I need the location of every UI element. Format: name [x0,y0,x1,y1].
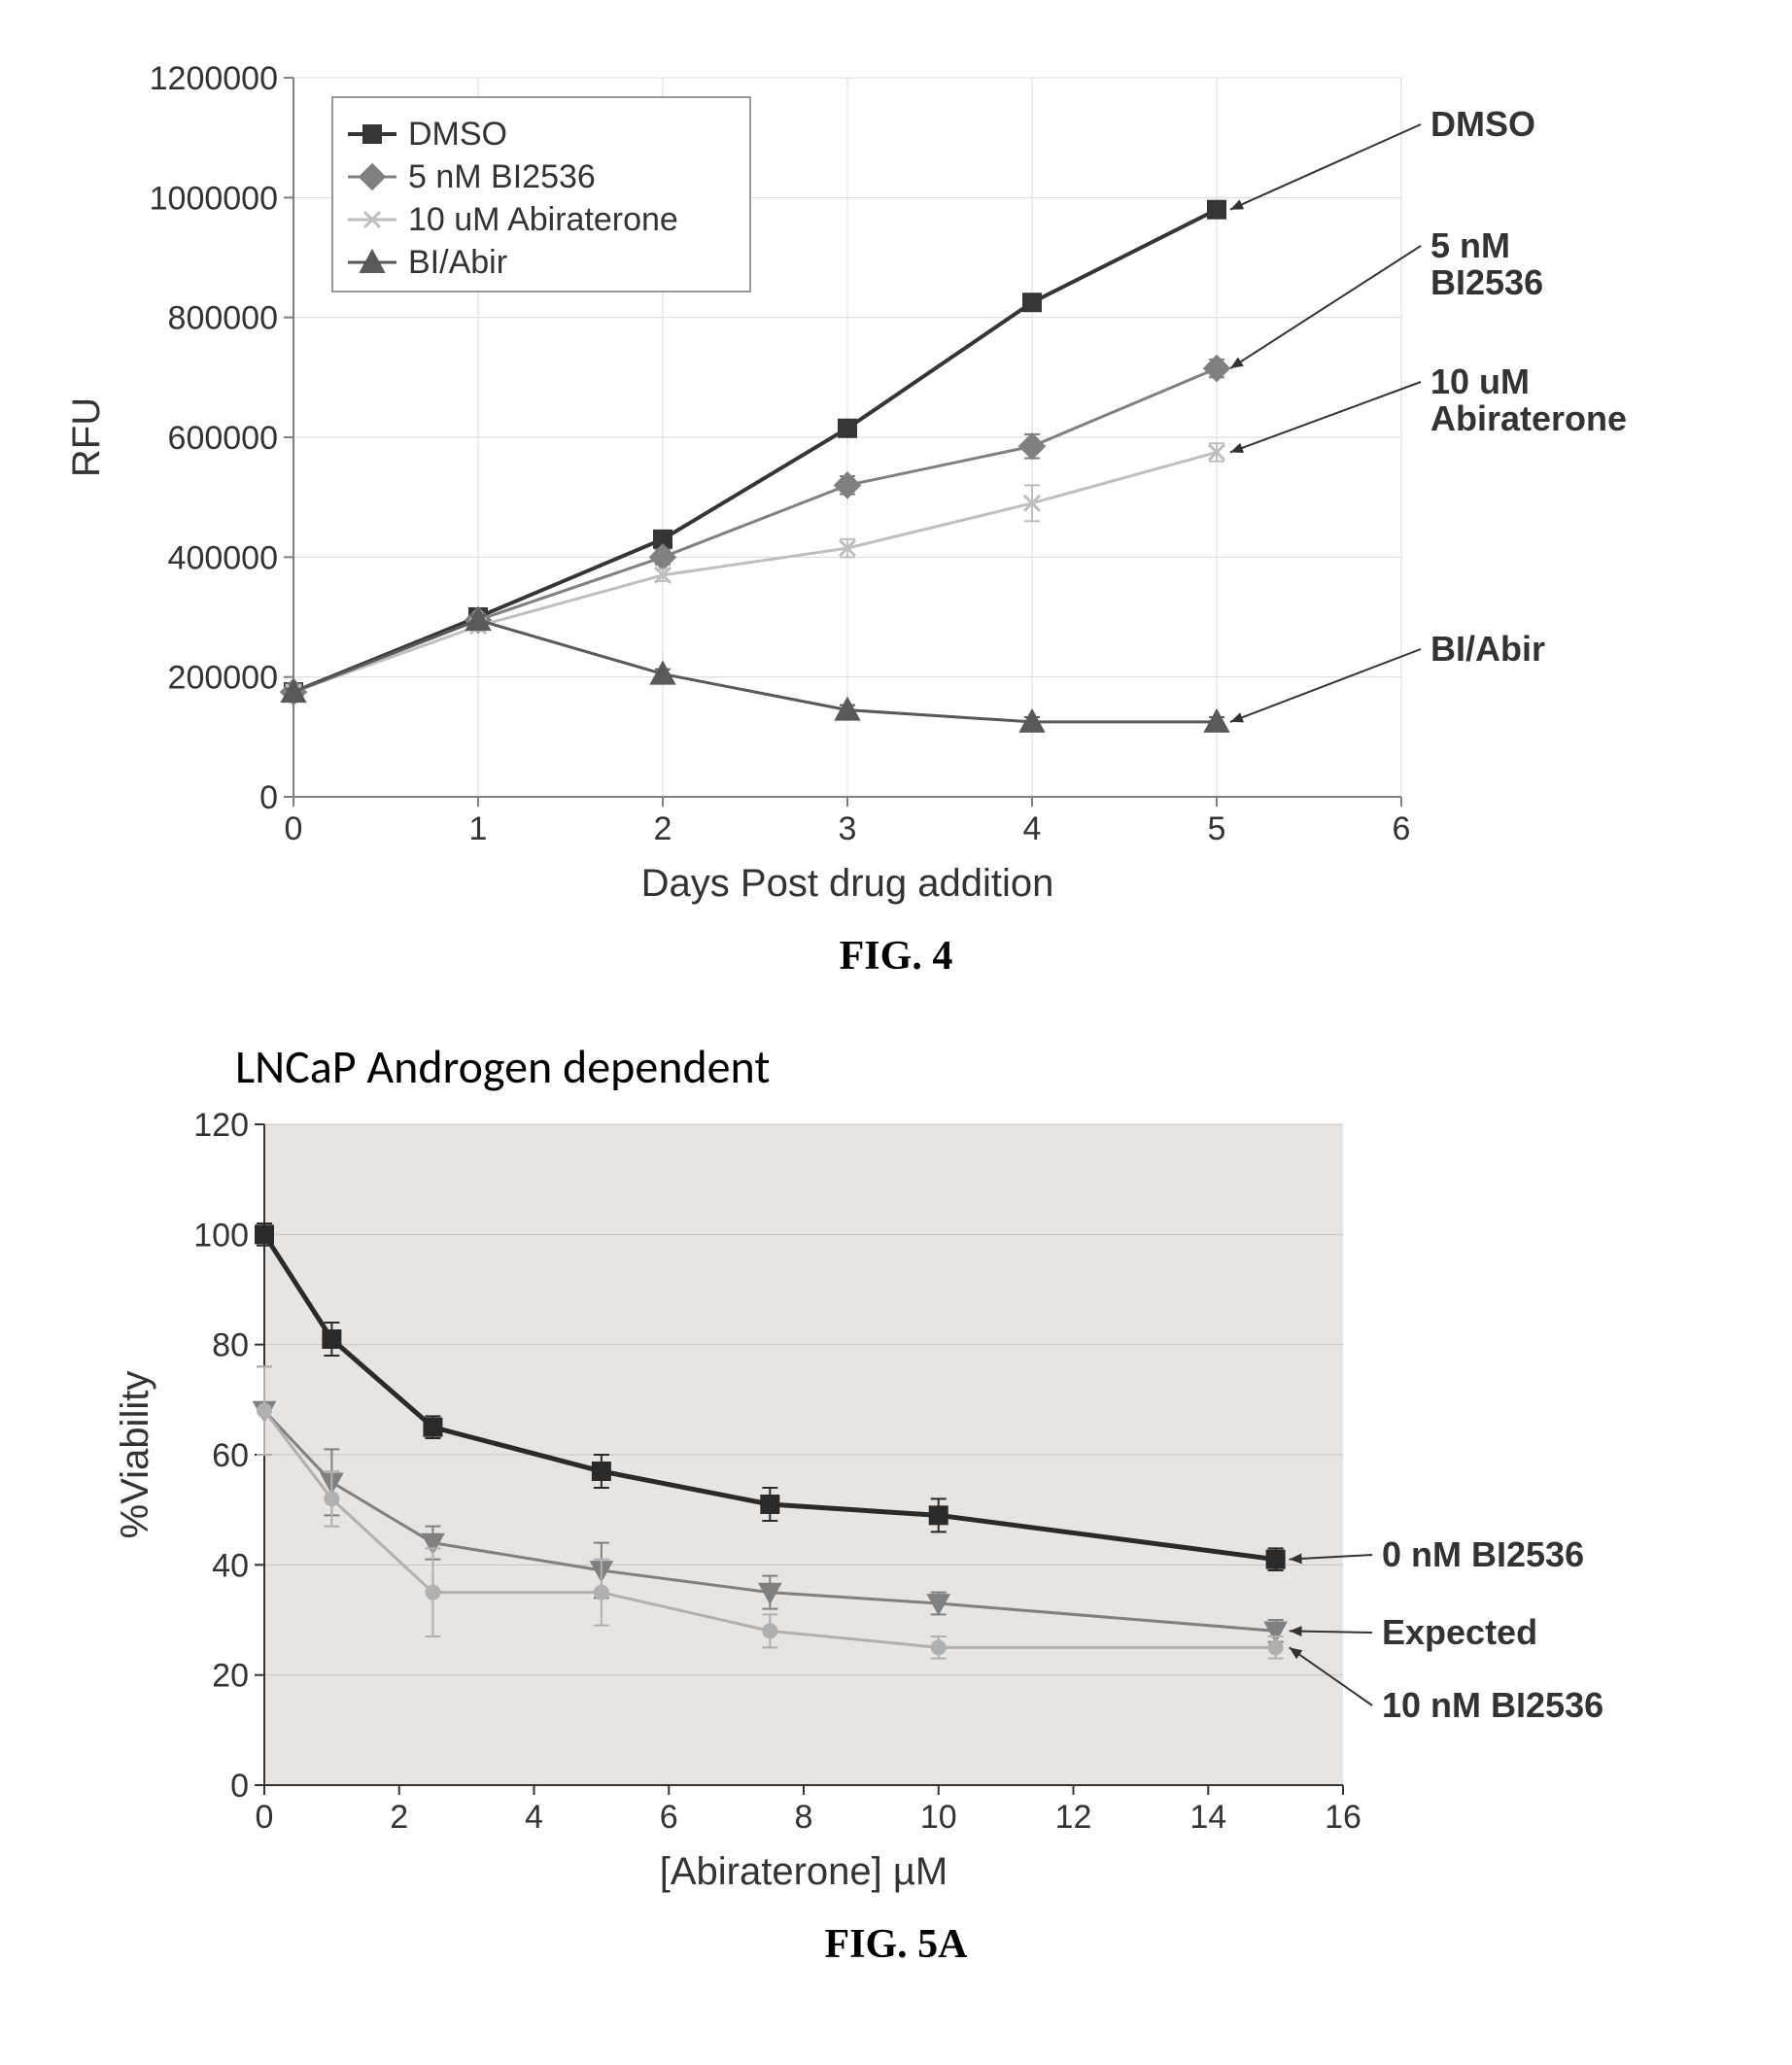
svg-text:5 nM BI2536: 5 nM BI2536 [408,158,596,195]
svg-text:BI/Abir: BI/Abir [1430,629,1545,669]
svg-text:[Abiraterone] µM: [Abiraterone] µM [660,1850,948,1893]
fig4-panel: 0 1 2 3 4 5 6 0 200000 400000 600000 800000 1000000 1… [41,39,1751,980]
svg-text:10 uM: 10 uM [1430,361,1530,401]
svg-text:400000: 400000 [168,539,278,576]
svg-text:2: 2 [654,810,672,847]
svg-text:0: 0 [230,1768,249,1805]
svg-text:40: 40 [212,1547,249,1584]
fig5a-title: LNCaP Androgen dependent [41,1038,1751,1095]
svg-text:6: 6 [660,1799,678,1836]
svg-text:%Viability: %Viability [114,1371,156,1539]
svg-text:Expected: Expected [1382,1612,1537,1652]
svg-text:BI2536: BI2536 [1430,262,1543,302]
svg-text:12: 12 [1055,1799,1092,1836]
svg-text:Abiraterone: Abiraterone [1430,398,1627,438]
svg-text:600000: 600000 [168,420,278,457]
svg-text:10 nM BI2536: 10 nM BI2536 [1382,1685,1603,1725]
svg-text:BI/Abir: BI/Abir [408,244,507,281]
svg-text:100: 100 [193,1217,249,1254]
svg-text:800000: 800000 [168,300,278,337]
svg-text:1: 1 [469,810,488,847]
svg-text:10 uM Abiraterone: 10 uM Abiraterone [408,201,678,238]
svg-text:3: 3 [839,810,857,847]
svg-text:5: 5 [1208,810,1226,847]
svg-text:DMSO: DMSO [408,116,507,153]
svg-text:0: 0 [285,810,303,847]
fig5a-caption: FIG. 5A [41,1921,1751,1968]
svg-text:0 nM BI2536: 0 nM BI2536 [1382,1534,1584,1574]
svg-text:14: 14 [1189,1799,1226,1836]
svg-text:200000: 200000 [168,660,278,697]
svg-text:4: 4 [1023,810,1042,847]
svg-text:4: 4 [525,1799,543,1836]
svg-text:80: 80 [212,1327,249,1364]
svg-text:RFU: RFU [65,397,108,477]
svg-text:2: 2 [390,1799,408,1836]
svg-text:Days Post drug addition: Days Post drug addition [641,862,1054,905]
svg-text:6: 6 [1393,810,1411,847]
fig4-caption: FIG. 4 [41,933,1751,980]
svg-text:1200000: 1200000 [150,60,278,97]
svg-text:1000000: 1000000 [150,180,278,217]
svg-text:5 nM: 5 nM [1430,225,1510,265]
svg-text:8: 8 [795,1799,813,1836]
svg-text:20: 20 [212,1658,249,1695]
fig4-chart: 0 1 2 3 4 5 6 0 200000 400000 600000 800000 1000000 1… [41,39,1751,913]
fig5a-chart: 0 2 4 6 8 10 12 14 16 0 20 40 60 80 100 120 [Abiraterone… [41,1105,1751,1902]
fig5a-panel: LNCaP Androgen dependent 0 2 4 6 8 10 12 14 16 0 2… [41,1038,1751,1968]
svg-text:60: 60 [212,1437,249,1474]
svg-text:DMSO: DMSO [1430,104,1535,144]
svg-text:0: 0 [256,1799,274,1836]
svg-text:120: 120 [193,1107,249,1144]
svg-text:16: 16 [1325,1799,1361,1836]
svg-text:10: 10 [920,1799,957,1836]
svg-text:0: 0 [259,779,278,816]
